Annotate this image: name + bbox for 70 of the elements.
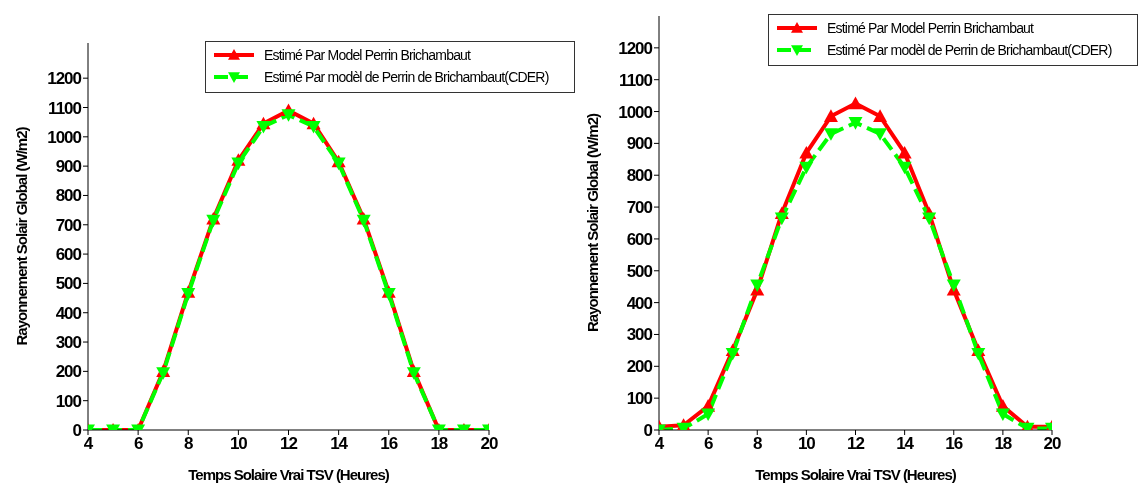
point <box>873 109 888 122</box>
x-tick-label: 6 <box>133 434 143 454</box>
y-tick-label: 700 <box>626 198 653 218</box>
y-tick-label: 100 <box>626 389 653 409</box>
x-tick-label: 16 <box>380 434 398 454</box>
legend-label: Estimé Par modèl de Perrin de Brichambaut(CDER) <box>827 42 1112 58</box>
point <box>823 109 838 122</box>
x-tick-label: 18 <box>994 434 1012 454</box>
x-tick-label: 12 <box>847 434 865 454</box>
point <box>799 145 814 159</box>
x-tick-label: 6 <box>703 434 713 454</box>
x-tick-label: 20 <box>480 434 498 454</box>
y-tick-label: 1200 <box>618 38 653 58</box>
y-tick-label: 1100 <box>619 70 653 90</box>
y-tick-label: 300 <box>55 333 82 353</box>
point <box>897 161 912 175</box>
y-tick-label: 500 <box>626 261 653 281</box>
y-axis-title: Rayonnement Solair Global (W/m2) <box>12 126 30 346</box>
y-tick-label: 900 <box>626 134 653 154</box>
point <box>922 212 937 226</box>
y-tick-label: 500 <box>55 274 82 294</box>
y-axis-title: Rayonnement Solair Global (W/m2) <box>583 112 601 333</box>
y-tick-label: 1000 <box>47 127 82 147</box>
point <box>306 120 321 134</box>
x-axis-title: Temps Solaire Vrai TSV (Heures) <box>188 466 390 483</box>
y-tick-label: 1000 <box>618 102 653 122</box>
x-tick-label: 14 <box>896 434 915 454</box>
point <box>971 347 986 361</box>
point <box>823 128 838 141</box>
y-tick-label: 400 <box>626 293 653 313</box>
x-tick-label: 16 <box>945 434 963 454</box>
legend-label: Estimé Par Model Perrin Brichambaut <box>264 47 471 63</box>
x-tick-label: 4 <box>83 434 94 454</box>
point <box>256 120 271 134</box>
x-tick-label: 18 <box>430 434 448 454</box>
x-tick-label: 20 <box>1043 434 1061 454</box>
point <box>281 109 296 122</box>
y-tick-label: 600 <box>626 229 653 249</box>
y-tick-label: 0 <box>72 421 82 441</box>
y-tick-label: 400 <box>55 303 82 323</box>
x-tick-label: 10 <box>229 434 248 454</box>
y-tick-label: 300 <box>626 325 653 345</box>
point <box>231 157 246 171</box>
point <box>848 117 863 130</box>
y-tick-label: 800 <box>626 166 653 186</box>
point <box>774 212 789 226</box>
point <box>873 128 888 141</box>
point <box>799 161 814 175</box>
legend-label: Estimé Par Model Perrin Brichambaut <box>827 20 1034 36</box>
x-axis-title: Temps Solaire Vrai TSV (Heures) <box>755 466 957 483</box>
point <box>848 96 863 110</box>
y-tick-label: 700 <box>55 215 82 235</box>
x-tick-label: 4 <box>654 434 665 454</box>
y-tick-label: 800 <box>55 186 82 206</box>
legend-label: Estimé Par modèl de Perrin de Brichambaut(CDER) <box>264 69 549 85</box>
x-tick-label: 12 <box>280 434 298 454</box>
y-tick-label: 1200 <box>47 69 82 89</box>
y-tick-label: 200 <box>626 357 653 377</box>
x-tick-label: 10 <box>797 434 816 454</box>
point <box>897 145 912 159</box>
x-tick-label: 14 <box>330 434 349 454</box>
y-tick-label: 600 <box>55 245 82 265</box>
y-tick-label: 100 <box>55 391 82 411</box>
y-tick-label: 200 <box>55 362 82 382</box>
y-tick-label: 900 <box>55 157 82 177</box>
point <box>725 347 740 361</box>
x-tick-label: 8 <box>753 434 763 454</box>
x-tick-label: 8 <box>184 434 194 454</box>
y-tick-label: 0 <box>643 421 653 441</box>
y-tick-label: 1100 <box>48 98 82 118</box>
